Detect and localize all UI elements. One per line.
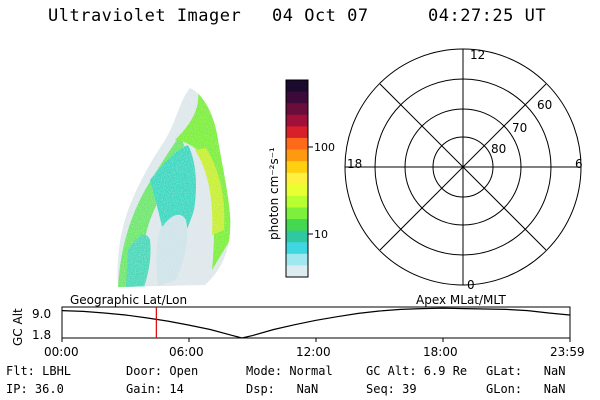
colorbar-segment [286, 80, 308, 93]
colorbar-segment [286, 253, 308, 267]
colorbar-segment [286, 195, 308, 209]
footer-filter: Flt: LBHL [6, 364, 72, 378]
y-tick-1.8: 1.8 [32, 328, 51, 342]
y-tick-9: 9.0 [32, 307, 51, 321]
colorbar-segment [286, 161, 308, 174]
x-tick-0000: 00:00 [44, 345, 79, 359]
date-label: 04 Oct 07 [272, 6, 369, 26]
colorbar-segment [286, 137, 308, 151]
lat-ring-60: 60 [537, 98, 552, 112]
gc-altitude-line [61, 307, 570, 339]
colorbar-tick-100: 100 [314, 141, 335, 154]
colorbar-segment [286, 126, 308, 139]
mlt-label-6: 6 [575, 157, 583, 171]
time-label: 04:27:25 UT [428, 6, 547, 26]
x-tick-1200: 12:00 [296, 345, 331, 359]
footer-mode: Mode: Normal [246, 364, 333, 378]
footer-seq: Seq: 39 [366, 382, 417, 396]
colorbar-segment [286, 219, 308, 232]
colorbar-tick-10: 10 [314, 228, 328, 241]
footer-glat: GLat: NaN [486, 364, 566, 378]
mlt-label-0: 0 [467, 278, 475, 292]
footer-ip: IP: 36.0 [6, 382, 64, 396]
colorbar-segment [286, 114, 308, 127]
footer-glon: GLon: NaN [486, 382, 566, 396]
colorbar-segment [286, 184, 308, 197]
colorbar-segment [286, 103, 308, 116]
footer-door: Door: Open [126, 364, 199, 378]
app-title: Ultraviolet Imager [48, 6, 242, 26]
x-tick-1800: 18:00 [423, 345, 458, 359]
gc-alt-axis-label: GC Alt [11, 308, 25, 346]
colorbar-segment [286, 230, 308, 243]
colorbar-unit-label: photon cm⁻²s⁻¹ [267, 147, 281, 240]
colorbar-segment [286, 149, 308, 162]
geographic-label: Geographic Lat/Lon [70, 293, 187, 307]
colorbar-segment [286, 172, 308, 185]
footer-gain: Gain: 14 [126, 382, 184, 396]
mlt-label-18: 18 [347, 157, 362, 171]
mlt-label-12: 12 [470, 48, 485, 62]
lat-ring-80: 80 [491, 142, 506, 156]
colorbar-segment [286, 242, 308, 255]
x-tick-2359: 23:59 [550, 345, 585, 359]
footer-gc-alt: GC Alt: 6.9 Re [366, 364, 468, 378]
apex-label: Apex MLat/MLT [416, 293, 506, 307]
x-tick-0600: 06:00 [169, 345, 204, 359]
colorbar-segment [286, 207, 308, 220]
footer-dsp: Dsp: NaN [246, 382, 319, 396]
colorbar-segment [286, 91, 308, 104]
lat-ring-70: 70 [512, 121, 527, 135]
colorbar-segment [286, 265, 308, 278]
